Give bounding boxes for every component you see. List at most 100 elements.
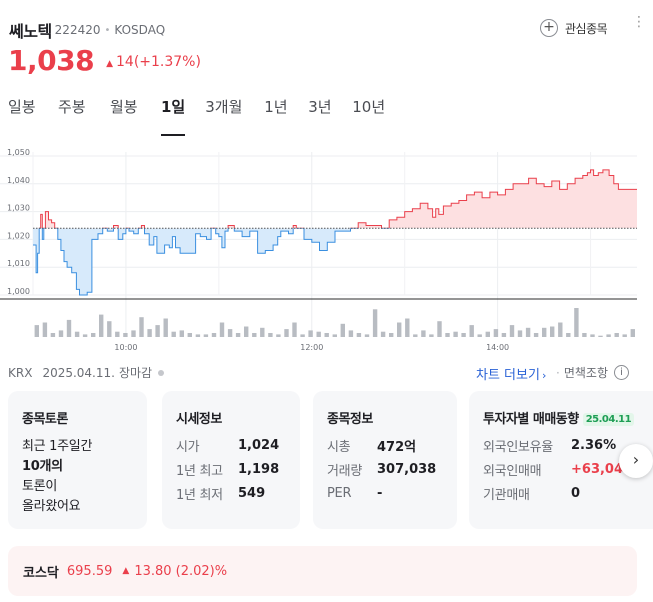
volume-bar [340, 323, 345, 337]
info-icon[interactable]: i [614, 365, 629, 380]
price-change: 14(+1.37%) [116, 54, 201, 70]
volume-bar [517, 330, 523, 337]
volume-bar [614, 333, 619, 337]
volume-bar [244, 326, 249, 337]
volume-bar [99, 314, 104, 337]
index-banner[interactable]: 코스닥 695.59 ▲ 13.80 (2.02)% [8, 546, 637, 596]
chart-more-label: 차트 더보기 [476, 368, 540, 383]
tab-3years[interactable]: 3년 [308, 98, 332, 116]
volume-bar [58, 330, 64, 337]
info-label: 시가 [176, 439, 200, 455]
intraday-chart[interactable]: 1,050 1,040 1,030 1,020 1,010 1,000 10:00 12:00… [0, 140, 653, 355]
market-info-card[interactable]: 시세정보 시가 1,024 1년 최고 1,198 1년 최저 549 [162, 391, 300, 529]
volume-bar [131, 330, 136, 337]
price-area-up [40, 169, 637, 229]
volume-bar [155, 325, 160, 337]
tab-monthly[interactable]: 월봉 [110, 98, 138, 116]
volume-bar [292, 322, 297, 337]
y-tick-label: 1,020 [7, 231, 30, 240]
chart-more-link[interactable]: 차트 더보기 › [476, 364, 546, 383]
info-row: 기관매매 0 [483, 481, 639, 505]
y-tick-label: 1,010 [7, 259, 30, 268]
volume-bar [574, 308, 579, 337]
index-value: 695.59 [66, 563, 113, 579]
x-tick-label: 10:00 [114, 343, 137, 352]
volume-bar [542, 327, 547, 337]
card-title: 종목정보 [327, 412, 373, 427]
info-value: 0 [571, 485, 581, 501]
volume-bar [421, 330, 426, 337]
info-value: 1,024 [238, 437, 280, 453]
volume-bar [252, 333, 257, 337]
volume-bar [42, 322, 48, 337]
info-row: 시총 472억 [327, 433, 443, 457]
volume-bar [82, 334, 88, 337]
volume-bar [34, 325, 39, 337]
x-tick-label: 12:00 [300, 343, 323, 352]
disclaimer: · 면책조항 i [556, 364, 629, 381]
volume-bar [485, 331, 490, 337]
tab-3months[interactable]: 3개월 [205, 98, 243, 116]
watchlist-button[interactable]: + 관심종목 [540, 19, 608, 37]
info-row: 거래량 307,038 [327, 457, 443, 481]
volume-bar [107, 321, 112, 337]
market-name: KOSDAQ [114, 23, 166, 37]
volume-bar [348, 330, 354, 337]
info-row: 1년 최저 549 [176, 481, 286, 505]
discussion-line2: 토론이 [22, 479, 57, 494]
volume-bar [493, 329, 499, 337]
volume-bar [171, 331, 176, 337]
volume-bar [147, 329, 152, 337]
volume-bar [372, 309, 378, 337]
volume-bar [437, 321, 442, 337]
info-value: 472억 [377, 439, 417, 455]
volume-bar [163, 318, 168, 337]
volume-bar [525, 327, 531, 337]
volume-bar [179, 330, 184, 337]
volume-bar [558, 322, 563, 337]
tab-1year[interactable]: 1년 [264, 98, 288, 116]
price-row: 1,038 ▲ 14(+1.37%) [8, 44, 201, 77]
volume-bar [91, 333, 96, 337]
volume-bar [380, 331, 386, 337]
up-triangle-icon: ▲ [106, 59, 113, 69]
price-area-down [33, 228, 637, 295]
card-title: 종목토론 [22, 412, 68, 427]
volume-bar [332, 334, 337, 337]
volume-bar [203, 334, 209, 337]
current-price: 1,038 [8, 44, 95, 77]
index-change: 13.80 (2.02)% [134, 563, 228, 579]
tab-daily[interactable]: 일봉 [8, 98, 36, 116]
volume-bar [364, 334, 370, 337]
volume-bar [139, 317, 144, 337]
volume-bar [276, 334, 281, 337]
tab-1day[interactable]: 1일 [161, 96, 186, 136]
discussion-card[interactable]: 종목토론 최근 1주일간 10개의 토론이 올라왔어요 [8, 391, 147, 529]
more-menu-icon[interactable]: ⋮ [632, 14, 646, 30]
volume-bar [405, 318, 410, 337]
info-label: 외국인매매 [483, 463, 542, 479]
disclaimer-separator: · [556, 365, 560, 380]
stock-header: 쎄노텍 222420 • KOSDAQ [9, 17, 165, 43]
volume-bar [413, 334, 418, 337]
plus-circle-icon: + [540, 19, 558, 37]
disclaimer-label[interactable]: 면책조항 [563, 366, 608, 380]
volume-bar [453, 331, 458, 337]
info-label: 외국인보유율 [483, 439, 553, 455]
info-value: - [377, 485, 383, 501]
next-card-button[interactable]: › [619, 444, 653, 478]
volume-bar [598, 335, 603, 337]
info-value: 307,038 [377, 461, 437, 477]
y-tick-label: 1,050 [7, 148, 30, 157]
tab-10years[interactable]: 10년 [352, 98, 386, 116]
volume-bar [582, 333, 587, 337]
info-value: 2.36% [571, 437, 617, 453]
volume-bar [397, 322, 402, 337]
stock-info-card[interactable]: 종목정보 시총 472억 거래량 307,038 PER - [313, 391, 457, 529]
volume-bar [260, 327, 265, 337]
status-dot-icon [158, 369, 165, 376]
info-label: 1년 최고 [176, 463, 223, 479]
volume-bar [590, 334, 595, 337]
tab-weekly[interactable]: 주봉 [58, 98, 86, 116]
stock-name[interactable]: 쎄노텍 [9, 22, 52, 41]
